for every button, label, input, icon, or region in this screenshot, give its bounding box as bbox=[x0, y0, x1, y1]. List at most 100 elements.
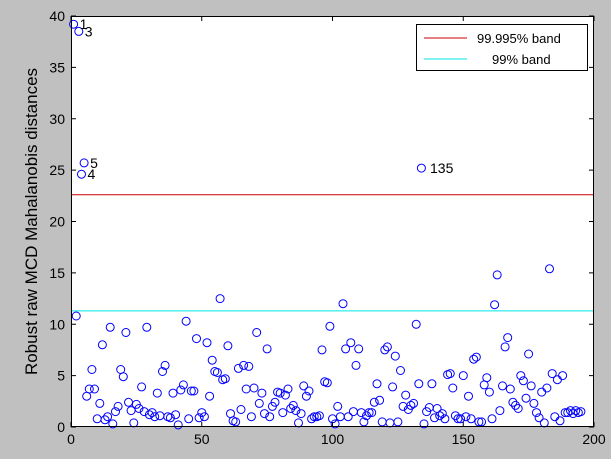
data-point bbox=[571, 406, 581, 416]
data-point bbox=[220, 374, 230, 384]
data-point bbox=[526, 381, 536, 391]
data-point bbox=[77, 169, 86, 179]
data-point bbox=[343, 412, 353, 422]
data-point bbox=[152, 388, 162, 398]
data-point bbox=[521, 393, 531, 403]
legend: 99.995% band 99% band bbox=[416, 24, 588, 71]
data-point bbox=[375, 395, 385, 405]
data-point bbox=[181, 316, 191, 326]
data-point bbox=[495, 406, 505, 416]
data-point bbox=[207, 355, 217, 365]
data-point bbox=[388, 382, 398, 392]
legend-label-99-band: 99% band bbox=[492, 52, 551, 67]
data-point bbox=[484, 387, 494, 397]
data-point bbox=[71, 311, 81, 321]
y-tick-label: 0 bbox=[57, 419, 65, 435]
data-point bbox=[471, 352, 481, 362]
data-point bbox=[482, 373, 492, 383]
y-tick-label: 35 bbox=[49, 59, 65, 75]
data-point bbox=[414, 379, 424, 389]
data-point bbox=[246, 412, 256, 422]
data-point bbox=[84, 384, 94, 394]
point-annotation: 1 bbox=[80, 16, 88, 32]
data-point bbox=[490, 300, 500, 310]
data-point bbox=[168, 388, 178, 398]
data-point bbox=[317, 345, 327, 355]
data-point bbox=[199, 412, 209, 422]
data-point bbox=[558, 371, 568, 381]
data-point bbox=[100, 415, 110, 425]
data-point bbox=[542, 383, 552, 393]
data-point bbox=[396, 366, 405, 375]
data-point bbox=[513, 404, 523, 413]
data-point bbox=[257, 388, 267, 398]
data-point bbox=[278, 408, 288, 418]
data-point bbox=[545, 264, 554, 274]
data-point bbox=[105, 322, 115, 332]
data-point bbox=[469, 354, 479, 364]
data-point bbox=[150, 412, 160, 422]
data-point bbox=[547, 369, 557, 379]
data-point bbox=[492, 270, 502, 280]
data-point bbox=[367, 408, 377, 418]
data-point bbox=[362, 411, 371, 421]
data-point bbox=[524, 349, 534, 359]
data-point bbox=[427, 379, 437, 389]
data-point bbox=[393, 417, 403, 427]
data-point bbox=[134, 404, 144, 413]
data-point bbox=[90, 384, 99, 394]
data-point bbox=[296, 409, 306, 419]
data-point bbox=[448, 383, 458, 393]
data-point bbox=[437, 409, 447, 419]
data-point bbox=[205, 391, 215, 401]
y-axis-label: Robust raw MCD Mahalanobis distances bbox=[22, 68, 41, 375]
y-tick-label: 10 bbox=[49, 316, 65, 332]
data-point bbox=[108, 419, 118, 429]
x-tick-label: 200 bbox=[582, 431, 606, 447]
data-point bbox=[265, 412, 275, 422]
data-point bbox=[233, 363, 243, 373]
data-point bbox=[103, 412, 113, 422]
data-point bbox=[474, 417, 484, 427]
data-point bbox=[111, 407, 120, 417]
data-point bbox=[500, 342, 510, 352]
data-point bbox=[401, 390, 411, 400]
data-point bbox=[304, 386, 314, 396]
data-point bbox=[325, 321, 335, 331]
data-point bbox=[511, 400, 520, 410]
data-point bbox=[333, 401, 343, 411]
x-tick-label: 150 bbox=[452, 431, 476, 447]
data-point bbox=[359, 417, 369, 427]
data-point bbox=[307, 414, 317, 424]
data-point bbox=[487, 414, 497, 424]
data-point bbox=[118, 372, 128, 382]
data-point bbox=[283, 384, 293, 394]
data-point bbox=[87, 365, 97, 374]
data-point bbox=[260, 409, 269, 419]
point-annotation: 5 bbox=[90, 155, 98, 171]
data-point bbox=[254, 398, 264, 408]
x-tick-label: 0 bbox=[67, 431, 75, 447]
data-point bbox=[113, 401, 123, 411]
data-point bbox=[508, 397, 518, 407]
data-point bbox=[390, 351, 400, 361]
data-point bbox=[380, 345, 390, 355]
data-point bbox=[372, 379, 382, 389]
y-tick-label: 30 bbox=[49, 111, 65, 127]
data-point bbox=[223, 341, 233, 351]
data-point bbox=[445, 369, 455, 379]
data-point bbox=[286, 404, 296, 413]
data-point bbox=[382, 342, 392, 352]
plot-area bbox=[71, 16, 594, 427]
data-point bbox=[270, 397, 280, 407]
data-point bbox=[419, 419, 429, 429]
data-point bbox=[301, 391, 311, 401]
data-point bbox=[74, 26, 84, 36]
data-point bbox=[186, 386, 196, 396]
data-point bbox=[534, 413, 544, 423]
data-point bbox=[456, 414, 466, 424]
data-point bbox=[69, 19, 79, 29]
y-tick-label: 5 bbox=[57, 368, 65, 384]
data-point bbox=[477, 417, 487, 427]
